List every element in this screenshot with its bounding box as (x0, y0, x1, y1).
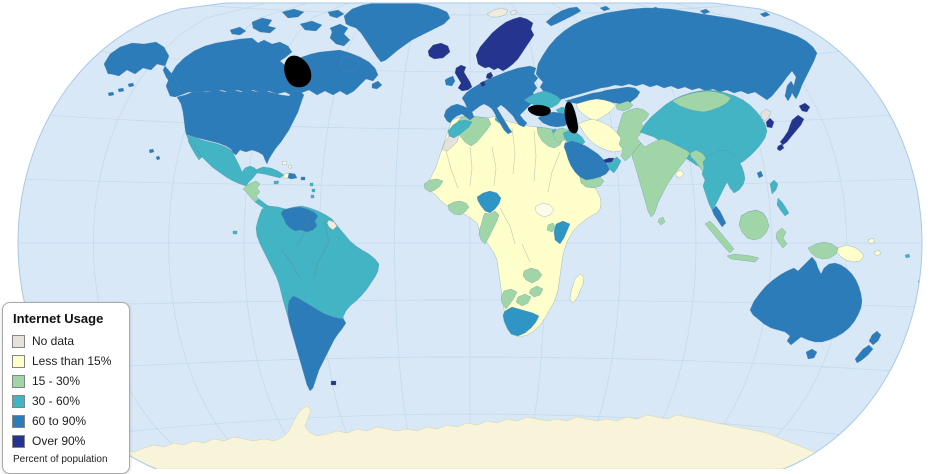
country-europe-mainland[interactable] (443, 65, 539, 135)
country-cuba[interactable] (254, 166, 285, 179)
country-australia[interactable] (749, 256, 863, 360)
legend-item-less-15: Less than 15% (12, 354, 120, 368)
legend-item-no-data: No data (12, 334, 120, 348)
country-usa[interactable] (103, 41, 305, 165)
country-madagascar[interactable] (569, 273, 585, 304)
country-south-korea[interactable] (765, 117, 775, 129)
country-japan[interactable] (776, 102, 811, 152)
country-philippines[interactable] (769, 179, 790, 217)
country-saudi-arabia[interactable] (563, 140, 611, 181)
legend-panel: Internet Usage No data Less than 15% 15 … (2, 302, 130, 474)
legend-item-30-60: 30 - 60% (12, 394, 120, 408)
country-indonesia[interactable] (704, 209, 839, 263)
country-falkland-islands[interactable] (330, 380, 337, 386)
caspian-sea (564, 101, 579, 134)
country-taiwan[interactable] (756, 170, 764, 179)
legend-swatch-over-90 (12, 434, 25, 448)
country-india[interactable] (631, 138, 691, 218)
country-bangladesh[interactable] (675, 169, 685, 179)
country-western-sahara[interactable] (441, 134, 460, 152)
country-chile-argentina-uruguay[interactable] (287, 295, 347, 392)
country-africa-base[interactable] (427, 115, 602, 338)
legend-swatch-no-data (12, 334, 25, 348)
country-greenland[interactable] (343, 2, 451, 63)
country-zimbabwe[interactable] (528, 285, 544, 298)
country-uganda[interactable] (546, 222, 557, 233)
country-sri-lanka[interactable] (657, 216, 666, 226)
legend-swatch-60-90 (12, 414, 25, 428)
country-new-zealand[interactable] (854, 330, 882, 364)
country-nigeria[interactable] (476, 190, 502, 214)
black-sea (527, 104, 551, 117)
map-outline (17, 2, 923, 469)
legend-title: Internet Usage (13, 311, 104, 326)
legend-item-over-90: Over 90% (12, 434, 120, 448)
internal-borders (281, 127, 561, 279)
country-antarctica[interactable] (95, 405, 840, 469)
country-cameroon-gabon[interactable] (478, 210, 500, 245)
country-ghana-cote-divoire[interactable] (447, 200, 470, 216)
country-scandinavia[interactable] (475, 16, 535, 72)
country-dominican-republic[interactable] (287, 172, 298, 180)
country-south-africa[interactable] (502, 306, 540, 337)
country-senegal-mauritania[interactable] (423, 178, 444, 193)
country-bahamas[interactable] (281, 160, 293, 169)
country-botswana[interactable] (515, 293, 532, 307)
country-mongolia[interactable] (671, 90, 732, 113)
country-russia[interactable] (535, 5, 818, 103)
legend-swatch-less-15 (12, 354, 25, 368)
legend-item-15-30: 15 - 30% (12, 374, 120, 388)
country-indochina[interactable] (701, 149, 746, 211)
country-lesser-antilles[interactable] (309, 182, 316, 199)
legend-swatch-15-30 (12, 374, 25, 388)
country-ireland[interactable] (444, 75, 456, 87)
country-kenya[interactable] (553, 220, 571, 245)
country-kyrgyzstan-tajikistan[interactable] (615, 100, 634, 112)
country-zambia[interactable] (522, 267, 543, 284)
country-puerto-rico[interactable] (300, 176, 306, 181)
country-uzbekistan-turkmenistan[interactable] (575, 98, 617, 122)
country-venezuela[interactable] (280, 206, 319, 233)
country-papua-new-guinea[interactable] (836, 237, 882, 263)
country-yemen[interactable] (579, 176, 605, 189)
legend-footnote: Percent of population (13, 454, 108, 465)
country-canada[interactable] (165, 8, 383, 98)
country-french-guiana[interactable] (326, 219, 338, 231)
country-south-sudan[interactable] (534, 202, 555, 218)
country-jamaica[interactable] (273, 180, 280, 185)
country-north-korea[interactable] (760, 108, 772, 122)
country-namibia[interactable] (500, 288, 518, 310)
legend-swatch-30-60 (12, 394, 25, 408)
country-netherlands[interactable] (479, 80, 487, 88)
country-central-america[interactable] (242, 180, 261, 203)
country-svalbard[interactable] (486, 7, 518, 18)
country-uae-qatar[interactable] (602, 157, 615, 164)
country-galapagos[interactable] (232, 230, 238, 235)
country-denmark[interactable] (485, 71, 494, 80)
hudson-bay (283, 55, 312, 88)
country-iceland[interactable] (427, 42, 451, 60)
legend-item-60-90: 60 to 90% (12, 414, 120, 428)
country-united-kingdom[interactable] (454, 64, 473, 92)
